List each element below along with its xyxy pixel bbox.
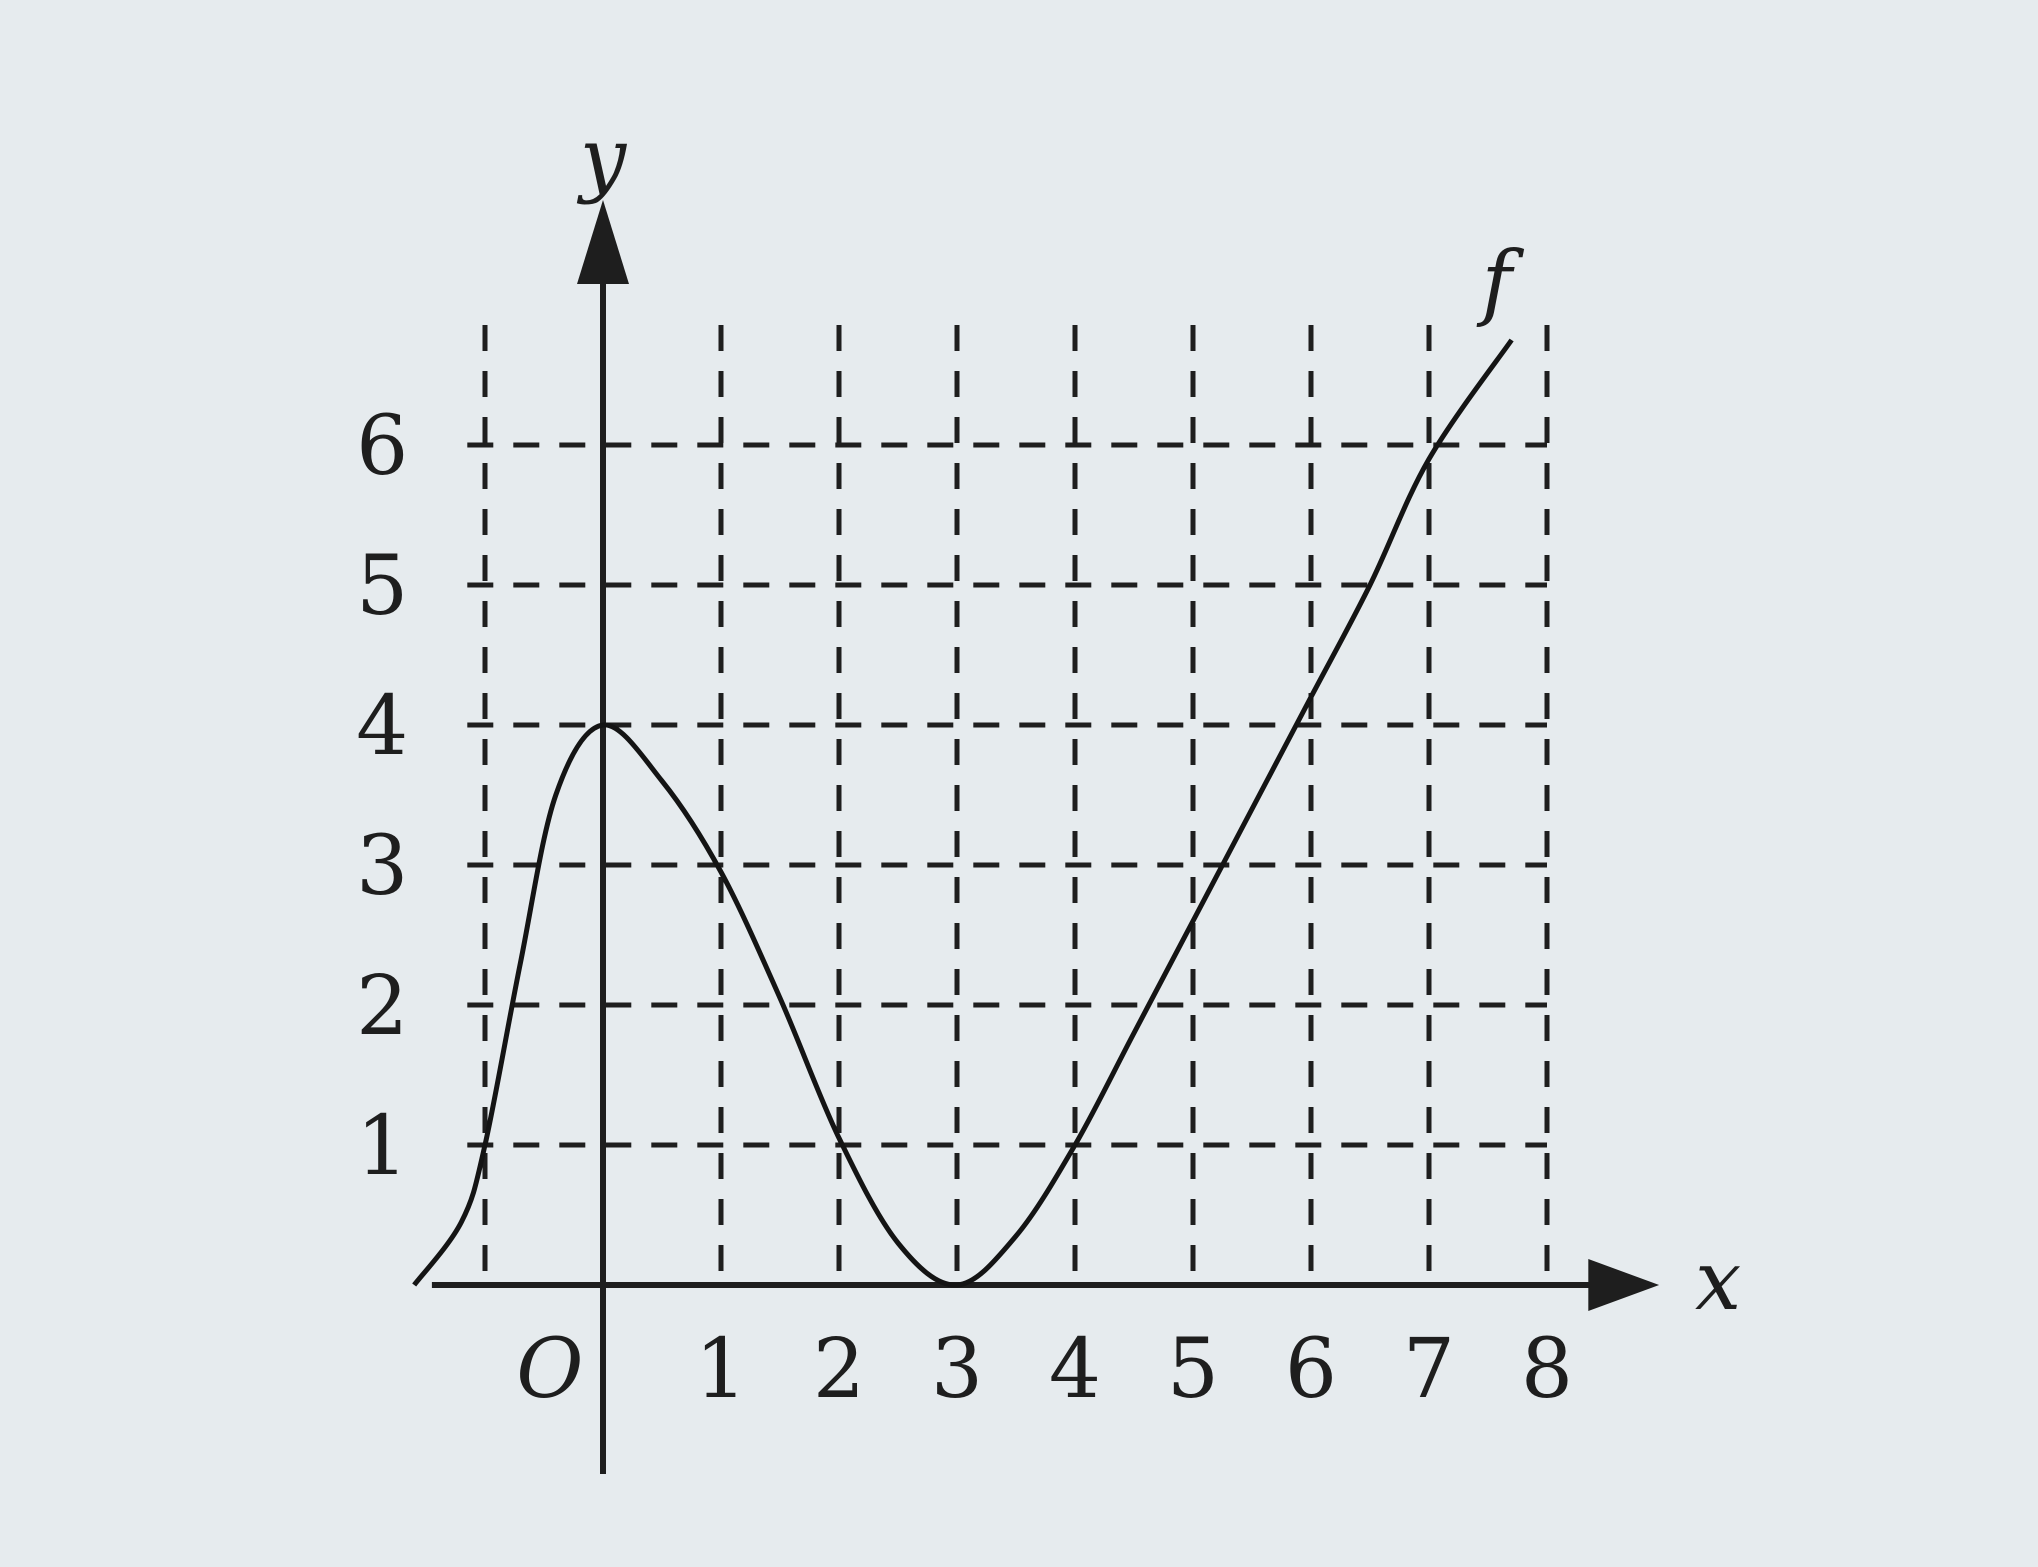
x-tick-label: 8 xyxy=(1521,1322,1573,1417)
y-tick-label: 1 xyxy=(356,1099,408,1194)
x-tick-label: 2 xyxy=(813,1322,865,1417)
y-axis-label: y xyxy=(576,111,628,206)
x-axis-arrow xyxy=(1588,1259,1660,1311)
y-tick-label: 5 xyxy=(356,539,408,634)
y-tick-label: 4 xyxy=(356,679,408,774)
x-tick-label: 1 xyxy=(695,1322,747,1417)
axes xyxy=(431,200,1660,1474)
origin-label: O xyxy=(516,1322,583,1417)
curve-f xyxy=(412,338,1514,1288)
x-tick-label: 3 xyxy=(931,1322,983,1417)
grid xyxy=(467,305,1550,1271)
y-tick-label: 3 xyxy=(356,819,408,914)
series-label: f xyxy=(1476,235,1525,330)
y-tick-label: 6 xyxy=(356,399,408,494)
series-line-f xyxy=(412,338,1514,1288)
x-tick-label: 4 xyxy=(1049,1322,1101,1417)
x-axis-label: x xyxy=(1695,1234,1741,1329)
x-tick-label: 5 xyxy=(1167,1322,1219,1417)
x-tick-label: 6 xyxy=(1285,1322,1337,1417)
x-tick-label: 7 xyxy=(1403,1322,1455,1417)
y-axis-arrow xyxy=(577,200,629,284)
y-tick-label: 2 xyxy=(356,959,408,1054)
